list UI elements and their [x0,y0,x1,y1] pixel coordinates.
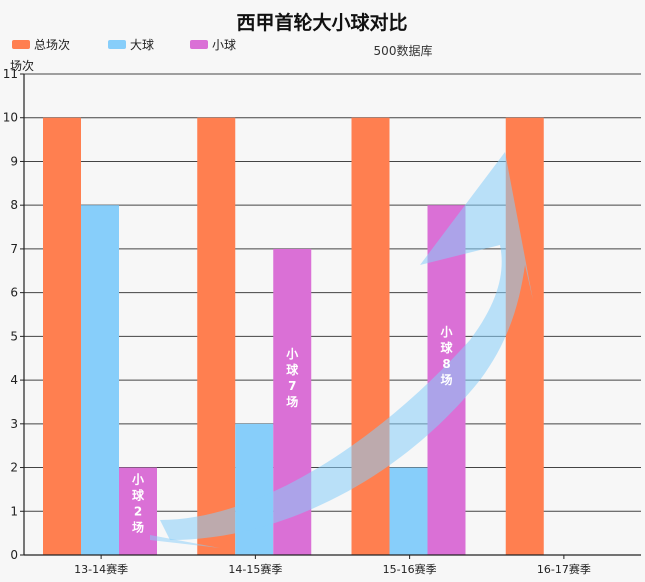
trend-arrow-shape [160,152,533,540]
y-tick-label: 9 [10,154,18,168]
chart-title: 西甲首轮大小球对比 [236,11,407,34]
y-tick-label: 7 [10,242,18,256]
bar-大球-0 [81,205,119,555]
bar-大球-1 [235,423,274,555]
x-category-label: 13-14赛季 [74,562,128,576]
annotation-label: 小球 8 场 [440,324,453,387]
y-tick-label: 4 [10,373,18,387]
annotations: 小球 2 场 小球 7 场 小球 8 场 [132,324,454,534]
y-tick-label: 11 [3,67,18,81]
x-categories: 13-14赛季 14-15赛季 15-16赛季 16-17赛季 [74,562,591,576]
y-axis-label: 场次 [10,59,34,73]
axes [20,73,641,559]
x-category-label: 14-15赛季 [228,562,282,576]
legend: 总场次 大球 小球 [12,38,236,52]
trend-arrow [150,152,533,548]
bar-总场次-0 [43,117,81,556]
bar-大球-2 [389,467,428,555]
chart-subtitle: 500数据库 [374,43,433,58]
legend-swatch-0 [12,40,30,49]
annotation-label: 小球 2 场 [132,472,145,535]
y-tick-label: 6 [10,286,18,300]
bar-小球-0 [119,467,157,555]
bar-总场次-2 [351,117,390,556]
legend-swatch-2 [190,40,208,49]
y-tick-label: 8 [10,198,18,212]
y-ticks: 0 1 2 3 4 5 6 7 8 9 10 11 [3,67,18,562]
y-tick-label: 10 [3,111,18,125]
legend-swatch-1 [108,40,126,49]
bar-总场次-1 [197,117,236,556]
x-category-label: 15-16赛季 [383,562,437,576]
legend-label: 小球 [212,38,236,52]
x-category-label: 16-17赛季 [537,562,591,576]
trend-arrow-tail [150,535,220,548]
y-tick-label: 2 [10,461,18,475]
y-tick-label: 0 [10,548,18,562]
bars [43,117,544,556]
legend-label: 大球 [130,38,154,52]
y-tick-label: 5 [10,329,18,343]
y-tick-label: 1 [10,504,18,518]
annotation-label: 小球 7 场 [286,346,299,409]
legend-label: 总场次 [34,38,70,52]
bar-总场次-3 [505,117,544,556]
y-tick-label: 3 [10,417,18,431]
